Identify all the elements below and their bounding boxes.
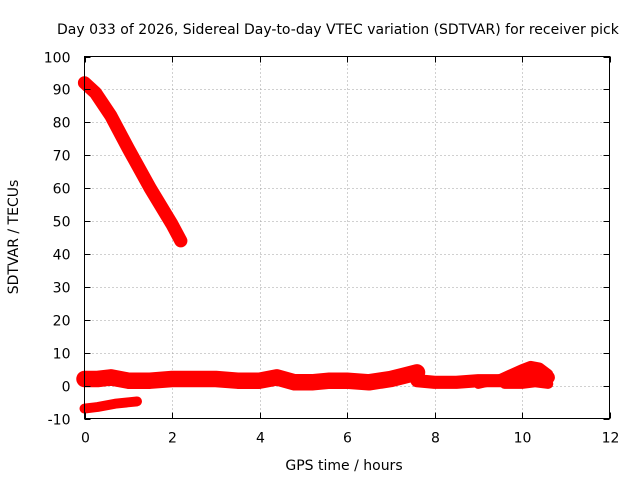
series-line-2 — [76, 364, 426, 391]
series-line-1 — [77, 76, 188, 248]
y-tick-label: 50 — [53, 215, 71, 231]
y-tick-label: 20 — [53, 314, 71, 330]
x-tick-label: 6 — [343, 431, 352, 447]
x-tick-label: 4 — [256, 431, 265, 447]
series-line-6 — [79, 396, 142, 414]
y-axis-label: SDTVAR / TECUs — [6, 180, 22, 295]
x-tick-label: 12 — [602, 431, 620, 447]
series-layer — [76, 76, 555, 414]
series-line-4 — [473, 360, 554, 389]
x-axis-tick-labels: 0 2 4 6 8 10 12 — [81, 431, 619, 447]
y-tick-label: 60 — [53, 182, 71, 198]
x-tick-label: 8 — [431, 431, 440, 447]
x-tick-label: 2 — [168, 431, 177, 447]
y-tick-label: 70 — [53, 149, 71, 165]
x-tick-label: 0 — [81, 431, 90, 447]
x-axis-label: GPS time / hours — [285, 458, 402, 474]
y-tick-label: 100 — [44, 51, 71, 67]
y-tick-label: 10 — [53, 347, 71, 363]
chart-title: Day 033 of 2026, Sidereal Day-to-day VTE… — [57, 22, 620, 38]
axis-ticks — [84, 56, 611, 420]
y-tick-label: 40 — [53, 248, 71, 264]
x-tick-label: 10 — [514, 431, 532, 447]
y-tick-label: 80 — [53, 116, 71, 132]
y-tick-label: 90 — [53, 83, 71, 99]
y-axis-tick-labels: -10 0 10 20 30 40 50 60 70 80 90 100 — [44, 51, 71, 429]
series-line-5 — [499, 377, 554, 389]
y-tick-label: -10 — [48, 413, 71, 429]
y-tick-label: 0 — [62, 380, 71, 396]
y-tick-label: 30 — [53, 281, 71, 297]
